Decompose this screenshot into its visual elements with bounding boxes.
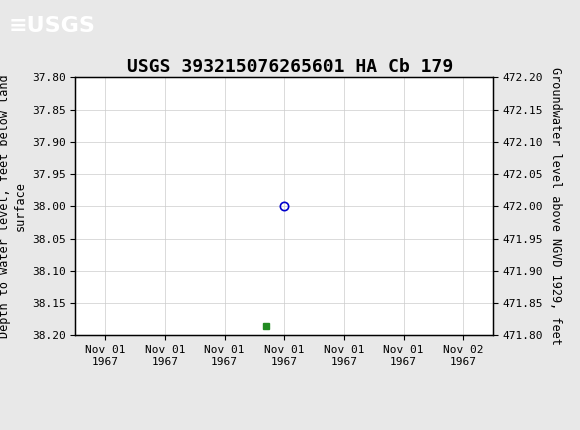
Y-axis label: Depth to water level, feet below land
surface: Depth to water level, feet below land su… (0, 74, 26, 338)
Text: ≡USGS: ≡USGS (9, 16, 96, 36)
Text: USGS 393215076265601 HA Cb 179: USGS 393215076265601 HA Cb 179 (127, 58, 453, 76)
Y-axis label: Groundwater level above NGVD 1929, feet: Groundwater level above NGVD 1929, feet (549, 68, 562, 345)
